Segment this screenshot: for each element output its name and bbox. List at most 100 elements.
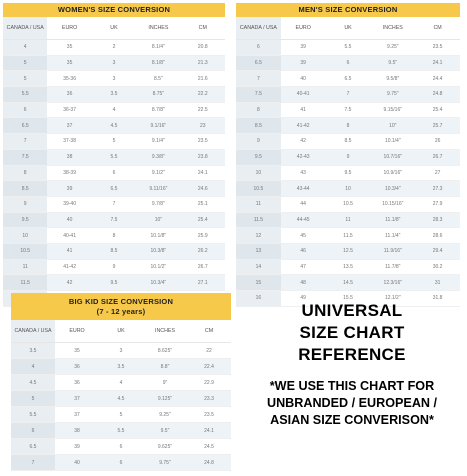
column-header: UK xyxy=(99,320,143,343)
table-cell: 26.2 xyxy=(180,243,225,260)
table-row: 6 36-37 4 8.7/8" 22.5 xyxy=(3,102,225,119)
table-row: 9.5 40 7.5 10" 25.4 xyxy=(3,212,225,229)
table-row: 7 40 6.5 9.5/8" 24.4 xyxy=(236,70,460,88)
table-cell: 3.5 xyxy=(99,358,143,375)
table-cell: 6.5 xyxy=(236,55,281,72)
table-cell: 23.5 xyxy=(187,406,231,423)
table-cell: 11 xyxy=(325,212,371,229)
table-cell: 24.1 xyxy=(415,55,460,72)
table-cell: 10.3/4" xyxy=(136,274,181,291)
column-header: UK xyxy=(91,17,137,40)
table-cell: 22.5 xyxy=(180,102,225,119)
table-row: 10 43 9.5 10.9/16" 27 xyxy=(236,165,460,182)
table-row: 11 41-42 9 10.1/2" 26.7 xyxy=(3,259,225,276)
table-cell: 36 xyxy=(55,358,99,375)
universal-reference-block: UNIVERSAL SIZE CHART REFERENCE *WE USE T… xyxy=(240,300,464,429)
table-cell: 39 xyxy=(55,438,99,455)
table-row: 9 42 8.5 10.1/4" 26 xyxy=(236,133,460,150)
table-cell: 26.7 xyxy=(415,149,460,166)
table-cell: 10.5 xyxy=(325,196,371,213)
table-cell: 37 xyxy=(55,406,99,423)
reference-title: UNIVERSAL SIZE CHART REFERENCE xyxy=(240,300,464,366)
table-cell: 10.3/4" xyxy=(370,180,416,197)
column-header: CANADA / USA xyxy=(11,320,55,343)
table-cell: 4 xyxy=(91,102,137,119)
table-cell: 10.1/2" xyxy=(136,259,181,276)
big-kid-size-grid: CANADA / USA EURO UK INCHES CM 3.5 35 3 8.625" 2… xyxy=(11,320,231,471)
table-cell: 3 xyxy=(91,55,137,72)
table-cell: 44 xyxy=(280,196,326,213)
table-cell: 5.5 xyxy=(99,422,143,439)
table-cell: 10.1/4" xyxy=(370,133,416,150)
table-cell: 7 xyxy=(91,196,137,213)
table-cell: 9.1/2" xyxy=(136,165,181,182)
table-cell: 9.625" xyxy=(143,438,187,455)
table-cell: 8 xyxy=(236,102,281,119)
table-row: 11.5 42 9.5 10.3/4" 27.1 xyxy=(3,274,225,291)
table-cell: 41 xyxy=(47,243,92,260)
table-row: 4 35 2 8.1/4" 20.8 xyxy=(3,39,225,56)
table-cell: 9.15/16" xyxy=(370,102,416,119)
table-cell: 11.5 xyxy=(3,274,48,291)
table-cell: 13 xyxy=(236,243,281,260)
table-cell: 9 xyxy=(3,196,48,213)
table-row: 5.5 36 3.5 8.75" 22.2 xyxy=(3,86,225,103)
table-cell: 31 xyxy=(415,274,460,291)
table-cell: 13.5 xyxy=(325,259,371,276)
table-row: 15 48 14.5 12.3/16" 31 xyxy=(236,274,460,291)
table-cell: 15 xyxy=(236,274,281,291)
table-cell: 22.2 xyxy=(180,86,225,103)
table-cell: 3.5 xyxy=(11,342,55,359)
table-cell: 7.5 xyxy=(91,212,137,229)
table-cell: 9.3/8" xyxy=(136,149,181,166)
table-cell: 8.5 xyxy=(325,133,371,150)
table-cell: 4 xyxy=(3,39,48,56)
table-cell: 43 xyxy=(280,165,326,182)
table-cell: 23.8 xyxy=(180,149,225,166)
table-cell: 9" xyxy=(143,374,187,391)
table-cell: 3.5 xyxy=(91,86,137,103)
table-row: 4.5 36 4 9" 22.9 xyxy=(11,374,231,391)
womens-size-grid: CANADA / USA EURO UK INCHES CM 4 35 2 8.1/4" 20.… xyxy=(3,17,225,307)
table-row: 10.5 43-44 10 10.3/4" 27.3 xyxy=(236,180,460,197)
table-cell: 25.4 xyxy=(180,212,225,229)
table-cell: 42 xyxy=(280,133,326,150)
table-cell: 2 xyxy=(91,39,137,56)
table-cell: 7.5 xyxy=(236,86,281,103)
table-row: 12 45 11.5 11.1/4" 28.6 xyxy=(236,227,460,244)
column-header: INCHES xyxy=(136,17,181,40)
table-cell: 10 xyxy=(325,180,371,197)
table-cell: 9.7/8" xyxy=(136,196,181,213)
mens-size-table: MEN'S SIZE CONVERSION CANADA / USA EURO UK… xyxy=(236,3,460,307)
table-row: 9.5 42-43 9 10.7/16" 26.7 xyxy=(236,149,460,166)
table-cell: 5 xyxy=(3,55,48,72)
table-cell: 9.25" xyxy=(143,406,187,423)
big-kid-table-body: 3.5 35 3 8.625" 22 4 36 3.5 8.8" 22.4 4.5 36 4 9" 22.9… xyxy=(11,342,231,471)
big-kid-table-title: BIG KID SIZE CONVERSION xyxy=(68,297,174,307)
table-cell: 37 xyxy=(47,117,92,135)
table-cell: 9.75" xyxy=(143,454,187,471)
column-header: EURO xyxy=(47,17,92,40)
table-cell: 45 xyxy=(280,227,326,244)
table-cell: 9.5" xyxy=(370,55,416,72)
table-cell: 25.9 xyxy=(180,227,225,244)
column-header: EURO xyxy=(55,320,99,343)
table-cell: 10 xyxy=(236,165,281,182)
table-cell: 8.5 xyxy=(91,243,137,260)
table-cell: 38 xyxy=(47,149,92,166)
table-cell: 11.5 xyxy=(325,227,371,244)
table-cell: 9.125" xyxy=(143,390,187,407)
table-cell: 11.1/4" xyxy=(370,227,416,244)
table-cell: 24.1 xyxy=(187,422,231,439)
table-cell: 12 xyxy=(236,227,281,244)
table-cell: 8.5 xyxy=(236,117,281,135)
table-row: 5 35-36 3 8.5" 21.6 xyxy=(3,70,225,88)
table-cell: 35-36 xyxy=(47,70,92,88)
table-cell: 12.3/16" xyxy=(370,274,416,291)
table-cell: 39 xyxy=(280,39,326,56)
table-cell: 12.5 xyxy=(325,243,371,260)
table-row: 7.5 40-41 7 9.75" 24.8 xyxy=(236,86,460,103)
reference-title-line: SIZE CHART xyxy=(299,323,405,342)
table-row: 8.5 41-42 8 10" 25.7 xyxy=(236,117,460,135)
table-cell: 6 xyxy=(91,165,137,182)
